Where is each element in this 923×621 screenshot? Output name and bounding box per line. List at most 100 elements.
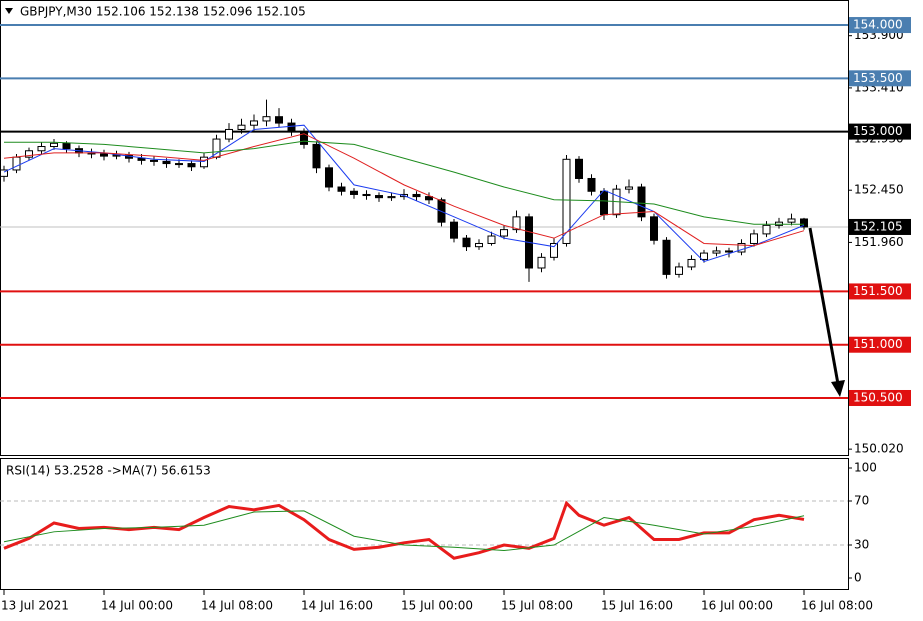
plot-layer: 153.900153.410152.930152.450151.960150.0… (0, 17, 911, 613)
candle-body (500, 229, 508, 237)
price-level-label: 153.000 (853, 124, 903, 138)
x-tick-label: 13 Jul 2021 (1, 599, 69, 613)
price-level-label-bg (849, 218, 911, 235)
candle-body (375, 195, 383, 199)
candle-body (337, 186, 346, 192)
y-tick-label: 0 (854, 571, 862, 585)
candle-body (275, 116, 283, 124)
price-level-label-bg (849, 17, 911, 34)
main-panel-border (0, 0, 849, 456)
candle-body (162, 160, 171, 165)
candle-body (700, 252, 708, 260)
candle-body (737, 242, 746, 253)
candle-body (225, 128, 233, 140)
candle-body (537, 256, 546, 269)
candle-body (237, 124, 246, 130)
x-tick-label: 16 Jul 00:00 (701, 599, 773, 613)
x-tick-label: 15 Jul 16:00 (601, 599, 673, 613)
candle-body (475, 242, 483, 248)
candle-body (0, 169, 8, 177)
candle-body (137, 157, 146, 161)
y-tick-label: 151.960 (854, 235, 904, 249)
price-level-label-bg (849, 389, 911, 406)
y-tick-label: 100 (854, 461, 877, 475)
candle-body (100, 153, 108, 157)
candle-body (662, 239, 671, 275)
x-tick-label: 14 Jul 00:00 (101, 599, 173, 613)
price-level-label-bg (849, 336, 911, 353)
candle-body (300, 131, 308, 145)
candle-body (112, 154, 121, 157)
candle-body (762, 224, 771, 235)
candle-body (787, 218, 796, 223)
y-tick-label: 30 (854, 538, 869, 552)
rsi-title: RSI(14) 53.2528 ->MA(7) 56.6153 (6, 464, 211, 478)
candle-body (462, 237, 471, 248)
candle-body (637, 186, 646, 218)
candle-body (37, 146, 46, 152)
indicator-line (4, 140, 804, 225)
candle-body (200, 156, 208, 168)
candle-body (625, 186, 633, 190)
price-level-label: 154.000 (853, 18, 903, 32)
candle-body (362, 193, 371, 197)
indicator-line (3, 500, 805, 560)
candle-body (262, 116, 271, 122)
candle-body (487, 235, 496, 244)
indicator-line (3, 510, 805, 552)
candle-body (50, 142, 58, 148)
y-tick-label: 150.020 (854, 442, 904, 456)
candle-body (62, 142, 71, 150)
candle-body (550, 242, 558, 258)
price-level-label-bg (849, 123, 911, 140)
candle-body (387, 196, 396, 199)
candle-body (412, 193, 421, 198)
candle-body (350, 190, 358, 195)
x-tick-label: 14 Jul 16:00 (301, 599, 373, 613)
chart-title: GBPJPY,M30 152.106 152.138 152.096 152.1… (20, 5, 306, 19)
candle-body (575, 158, 583, 179)
candle-body (675, 266, 683, 275)
forecast-arrow-head (831, 380, 845, 397)
price-level-label-bg (849, 283, 911, 300)
indicator-line (3, 133, 805, 247)
y-tick-label: 70 (854, 494, 869, 508)
x-tick-label: 14 Jul 08:00 (201, 599, 273, 613)
candle-body (600, 190, 608, 216)
candle-body (800, 218, 808, 228)
x-tick-label: 15 Jul 08:00 (501, 599, 573, 613)
candle-body (250, 120, 258, 126)
candle-body (287, 122, 296, 133)
price-level-label: 151.500 (853, 284, 903, 298)
price-level-label: 152.105 (853, 219, 903, 233)
candle-body (187, 163, 196, 168)
candle-body (587, 177, 596, 192)
y-tick-label: 152.450 (854, 183, 904, 197)
candle-body (712, 250, 721, 254)
menu-triangle (5, 8, 13, 14)
price-level-label: 153.500 (853, 71, 903, 85)
x-tick-label: 15 Jul 00:00 (401, 599, 473, 613)
candle-body (450, 221, 458, 239)
candle-body (687, 258, 696, 268)
x-tick-label: 16 Jul 08:00 (801, 599, 873, 613)
candle-body (425, 196, 433, 201)
candle-body (750, 233, 758, 244)
candle-body (312, 143, 321, 169)
candle-body (25, 150, 33, 158)
candle-body (150, 159, 158, 162)
price-level-label: 150.500 (853, 390, 903, 404)
candle-body (562, 158, 571, 244)
candle-body (325, 167, 333, 188)
candle-body (175, 163, 183, 166)
forecast-arrow (808, 227, 840, 385)
candle-body (512, 216, 521, 231)
candle-body (775, 221, 783, 226)
candle-body (12, 156, 21, 171)
candle-body (650, 216, 658, 241)
rsi-panel-border (0, 458, 849, 590)
price-level-label: 151.000 (853, 337, 903, 351)
indicator-line (3, 124, 805, 263)
price-level-label-bg (849, 70, 911, 87)
